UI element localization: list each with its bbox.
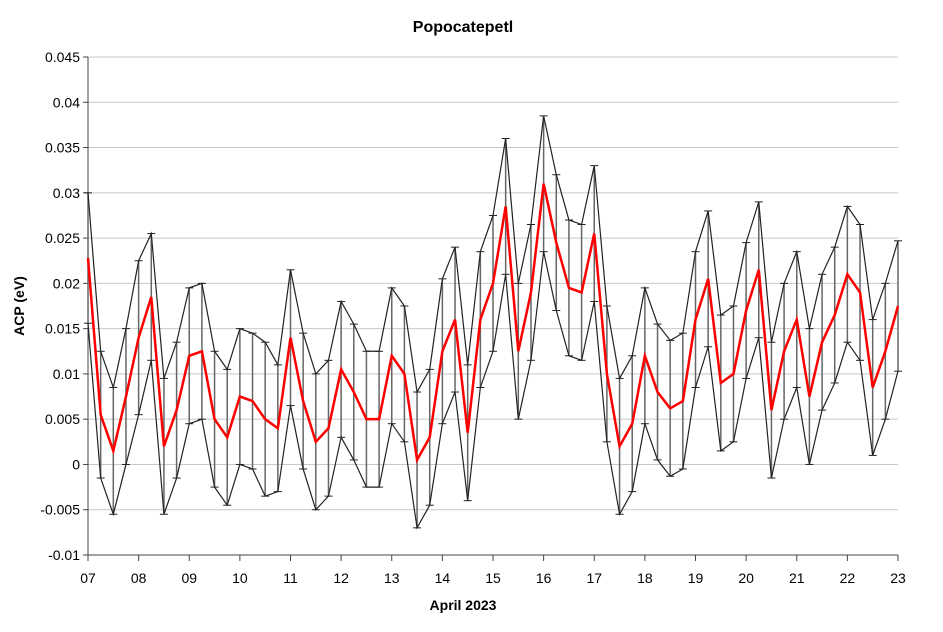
y-tick-label: -0.005 — [40, 502, 80, 518]
y-tick-label: -0.01 — [48, 547, 80, 563]
y-tick-label: 0.005 — [45, 411, 80, 427]
y-tick-label: 0.03 — [53, 185, 80, 201]
x-tick-label: 11 — [283, 570, 298, 586]
x-tick-label: 18 — [637, 570, 653, 586]
x-tick-label: 17 — [586, 570, 602, 586]
y-tick-label: 0 — [72, 456, 80, 472]
y-tick-label: 0.02 — [53, 275, 80, 291]
upper-envelope — [87, 115, 899, 394]
x-tick-label: 16 — [536, 570, 552, 586]
x-tick-label: 21 — [789, 570, 805, 586]
y-tick-label: 0.01 — [53, 366, 80, 382]
x-tick-label: 14 — [435, 570, 451, 586]
y-tick-label: 0.035 — [45, 140, 80, 156]
mean-line — [86, 183, 900, 464]
y-axis-label: ACP (eV) — [11, 276, 27, 336]
x-tick-label: 07 — [80, 570, 96, 586]
x-tick-label: 15 — [485, 570, 501, 586]
x-tick-label: 22 — [840, 570, 856, 586]
x-tick-label: 09 — [181, 570, 197, 586]
x-tick-label: 13 — [384, 570, 400, 586]
x-tick-label: 10 — [232, 570, 248, 586]
y-tick-label: 0.015 — [45, 321, 80, 337]
y-tick-label: 0.025 — [45, 230, 80, 246]
y-tick-label: 0.04 — [53, 94, 80, 110]
x-tick-label: 23 — [890, 570, 906, 586]
x-tick-label: 20 — [738, 570, 754, 586]
x-tick-label: 12 — [333, 570, 349, 586]
x-axis-label: April 2023 — [430, 597, 497, 613]
y-tick-label: 0.045 — [45, 49, 80, 65]
lower-envelope — [87, 251, 899, 530]
chart-title: Popocatepetl — [413, 19, 513, 36]
x-tick-label: 19 — [688, 570, 704, 586]
x-tick-label: 08 — [131, 570, 147, 586]
